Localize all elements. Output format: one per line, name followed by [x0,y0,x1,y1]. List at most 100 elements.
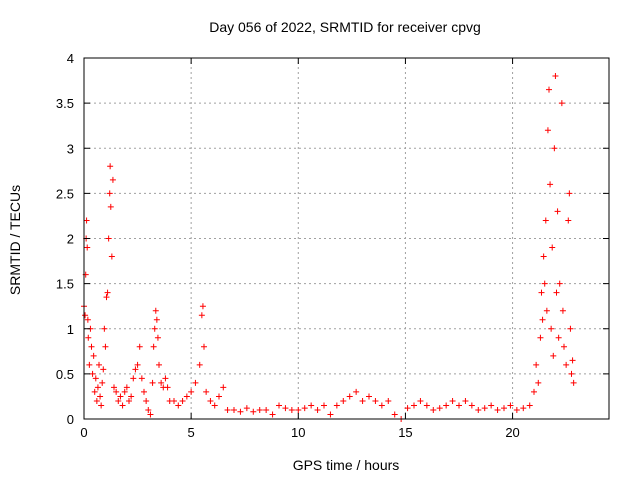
data-point [568,370,575,377]
data-point [549,244,556,251]
data-point [372,397,379,404]
data-point [105,235,112,242]
data-point [102,343,109,350]
data-point [104,289,111,296]
data-point [90,352,97,359]
data-point [544,127,551,134]
data-point [216,393,222,400]
data-point [526,402,533,409]
data-point [136,343,143,350]
data-point [547,181,554,188]
data-point [91,388,98,395]
data-point [109,176,116,183]
data-point [92,375,99,382]
data-point [88,343,95,350]
x-tick-label: 20 [505,425,519,440]
data-point [97,393,104,400]
data-point [321,402,327,409]
y-tick-label: 2 [67,232,74,247]
data-point [542,217,549,224]
data-point [559,307,566,314]
data-point [107,163,114,170]
data-point [121,388,128,395]
data-point [164,384,171,391]
data-point [196,361,203,368]
data-point [243,405,250,412]
data-point [153,316,160,323]
data-point [147,411,154,418]
data-point [481,405,488,412]
data-point [569,357,576,364]
data-point [561,343,567,350]
data-point [436,405,443,412]
data-point [378,402,385,409]
data-point [211,402,218,409]
data-point [449,397,456,404]
data-point [154,334,161,341]
data-point [192,379,199,386]
data-point [295,406,302,413]
data-point [162,375,169,382]
data-point [501,405,507,412]
data-point [158,379,165,386]
data-point [537,334,544,341]
data-point [494,406,501,413]
data-point [84,316,91,323]
x-tick-label: 15 [398,425,412,440]
data-point [83,217,90,224]
data-point [132,366,139,373]
data-point [143,397,150,404]
data-point [149,379,156,386]
data-point [126,397,132,404]
data-point [269,411,276,418]
data-point [103,294,110,301]
data-point [385,397,392,404]
data-point [171,397,177,404]
data-point [314,406,321,413]
data-point [404,405,411,412]
data-point [551,145,558,152]
data-point [346,393,353,400]
data-point [263,406,270,413]
data-point [550,352,557,359]
data-point [130,375,137,382]
data-point [201,343,207,350]
data-point [546,86,552,93]
y-tick-label: 1 [67,322,74,337]
data-point [117,393,124,400]
data-point [538,289,545,296]
data-point [141,388,147,395]
data-point [423,402,430,409]
data-point [558,100,565,107]
data-point [183,393,190,400]
data-point [282,405,289,412]
data-point [301,405,308,412]
data-point [115,397,122,404]
data-point [99,379,106,386]
data-point [179,397,186,404]
data-point [203,388,210,395]
data-point [108,253,115,260]
y-tick-label: 0.5 [56,367,74,382]
data-point [333,402,340,409]
x-tick-label: 0 [80,425,87,440]
data-point [520,405,527,412]
data-point [507,402,514,409]
x-ticks: 0 5 10 15 20 [80,58,520,440]
data-point [488,402,495,409]
data-point [475,406,482,413]
data-point [556,280,563,287]
y-tick-label: 3.5 [56,96,74,111]
data-point [513,406,520,413]
data-point [340,397,347,404]
data-point [224,406,231,413]
data-point [151,325,158,332]
y-axis-label: SRMTID / TECUs [7,185,23,295]
data-point [94,384,101,391]
data-point [85,334,92,341]
data-point [84,244,91,251]
data-point [198,312,205,319]
x-tick-label: 10 [291,425,305,440]
data-point [565,217,572,224]
data-point [207,397,214,404]
